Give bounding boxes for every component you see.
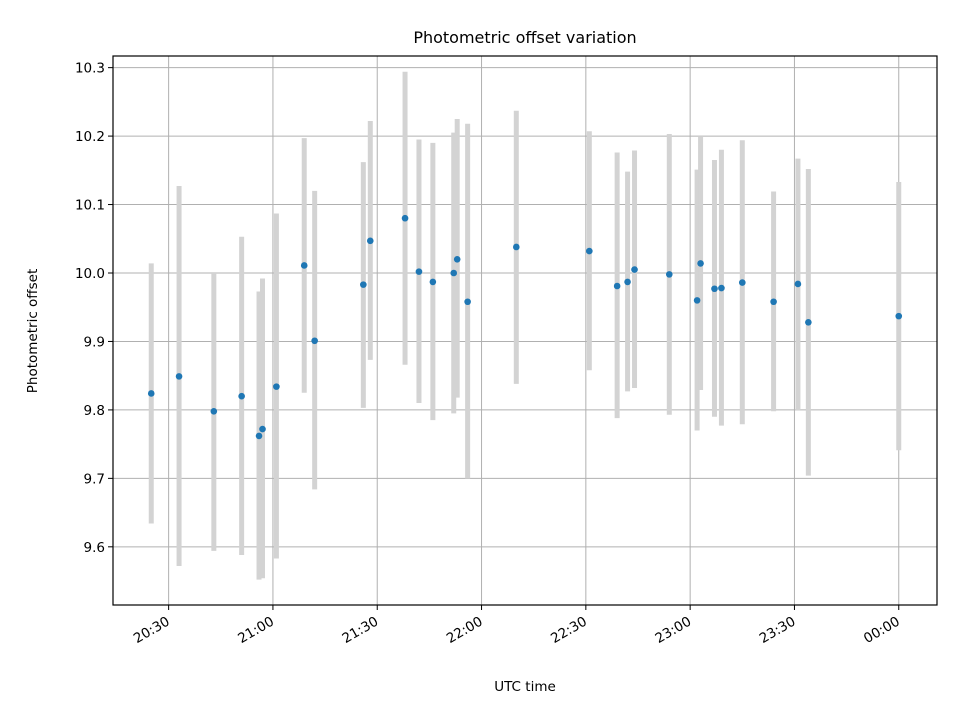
data-point xyxy=(210,407,218,415)
y-tick-label: 10.0 xyxy=(75,266,105,282)
data-point xyxy=(273,383,280,390)
data-point xyxy=(693,297,701,304)
y-tick-label: 10.3 xyxy=(75,61,105,77)
x-tick-label: 22:00 xyxy=(444,614,486,647)
y-tick-label: 10.1 xyxy=(75,198,105,214)
x-tick-label: 20:30 xyxy=(131,614,173,647)
data-point xyxy=(895,312,903,320)
data-point xyxy=(794,280,802,288)
y-axis-label: Photometric offset xyxy=(25,269,41,393)
data-point xyxy=(300,262,308,269)
error-bars xyxy=(148,71,902,580)
x-tick-label: 23:00 xyxy=(652,614,694,647)
data-points xyxy=(147,214,903,440)
y-tick-label: 9.9 xyxy=(84,334,105,350)
y-axis-ticks: 9.6 9.7 9.8 9.9 10.0 10.1 10.2 10.3 xyxy=(75,61,113,556)
data-point xyxy=(401,214,409,222)
data-point xyxy=(697,260,704,267)
x-tick-label: 23:30 xyxy=(757,614,799,647)
data-point xyxy=(415,268,423,275)
y-tick-label: 9.8 xyxy=(84,403,105,419)
data-point xyxy=(255,432,263,440)
x-tick-label: 00:00 xyxy=(861,614,903,647)
data-point xyxy=(513,243,520,251)
data-point xyxy=(631,266,638,273)
data-point xyxy=(738,279,746,286)
chart-title: Photometric offset variation xyxy=(413,28,636,47)
data-point xyxy=(366,237,374,245)
data-point xyxy=(805,318,812,326)
data-point xyxy=(770,298,777,306)
data-point xyxy=(311,337,318,345)
x-axis-label: UTC time xyxy=(494,679,556,695)
data-point xyxy=(175,373,183,380)
grid-lines xyxy=(113,56,937,605)
data-point xyxy=(453,256,461,263)
data-point xyxy=(259,425,266,433)
data-point xyxy=(147,390,155,397)
data-point xyxy=(450,269,458,277)
data-point xyxy=(429,278,437,286)
x-axis-ticks: 20:30 21:00 21:30 22:00 22:30 23:00 23:30 00:00 xyxy=(131,605,903,647)
data-point xyxy=(718,284,725,292)
x-tick-label: 21:00 xyxy=(235,614,277,647)
data-point xyxy=(665,271,673,278)
y-tick-label: 9.7 xyxy=(84,471,105,487)
y-tick-label: 9.6 xyxy=(84,540,105,556)
x-tick-label: 22:30 xyxy=(548,614,590,647)
data-point xyxy=(586,247,593,255)
plot-area-frame xyxy=(112,55,938,606)
data-point xyxy=(613,282,621,290)
data-point xyxy=(360,281,367,288)
data-point xyxy=(238,392,245,400)
data-point xyxy=(624,278,631,286)
data-point xyxy=(711,285,718,293)
data-point xyxy=(464,298,471,306)
x-tick-label: 21:30 xyxy=(340,614,382,647)
y-tick-label: 10.2 xyxy=(75,129,105,145)
